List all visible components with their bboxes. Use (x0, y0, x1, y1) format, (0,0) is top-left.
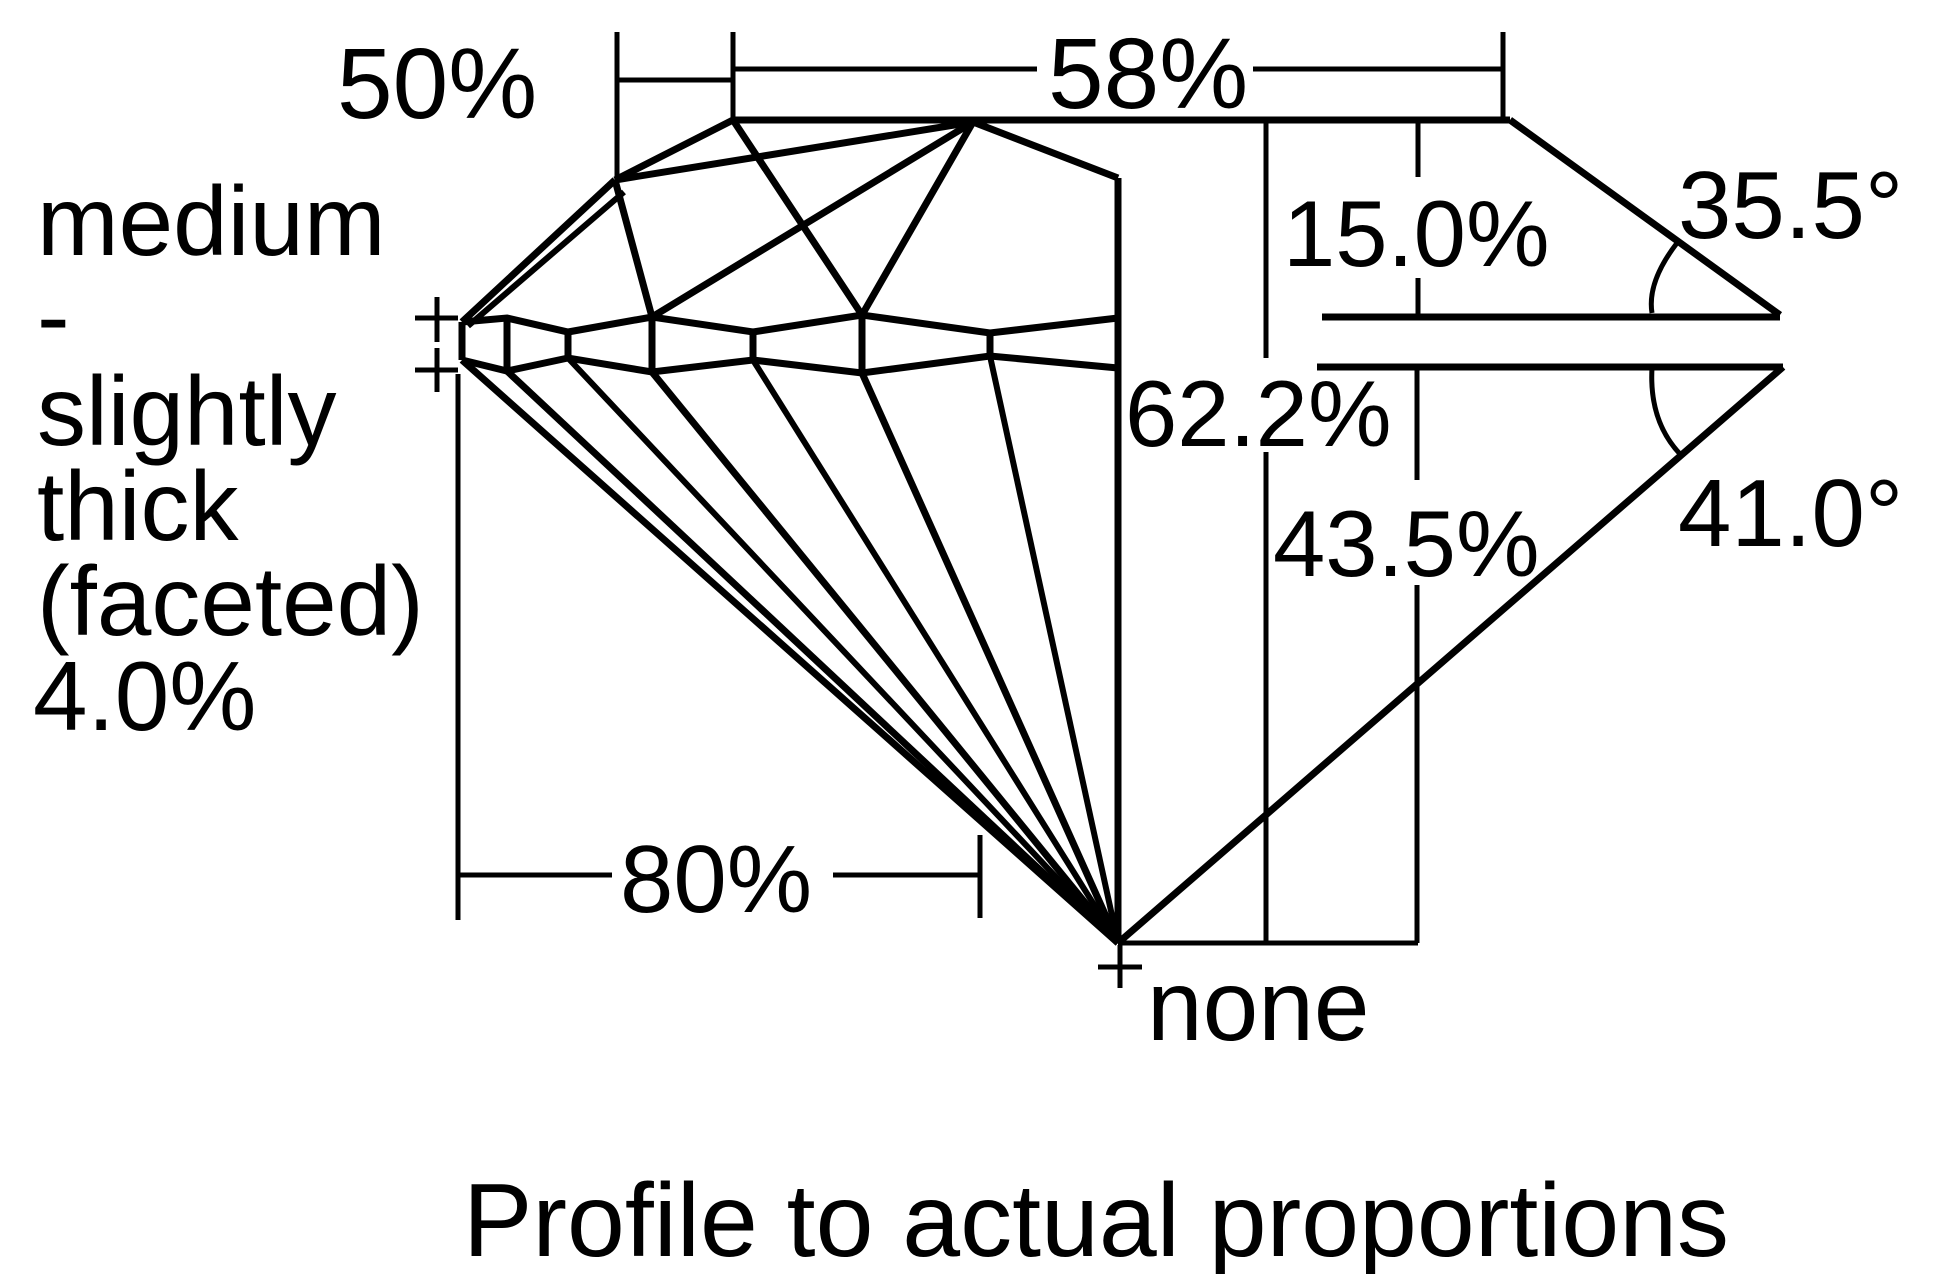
pavilion-slope-right (1115, 364, 1786, 946)
label-girdle-line-3: slightly (37, 356, 337, 466)
label-table-pct: 58% (1048, 18, 1248, 130)
crown-facet-f-apex (858, 120, 977, 317)
crown-apex-right-edge (971, 118, 1120, 182)
crown-facet-f-t (730, 118, 865, 317)
crown-bezel-inner-edge (466, 189, 626, 329)
pavilion-facet-g (987, 355, 1121, 944)
crown-facet-d-apex (650, 119, 975, 320)
girdle-upper-edge (461, 311, 1119, 337)
pavilion-facet-e (750, 358, 1121, 945)
pavilion-facet-c (565, 355, 1121, 946)
label-pavilion-depth-pct: 43.5% (1273, 491, 1540, 596)
label-crown-height-pct: 15.0% (1283, 181, 1550, 286)
pavilion-facet-a (459, 357, 1121, 946)
pavilion-angle-arc (1649, 367, 1682, 456)
label-girdle-line-2: - (37, 261, 70, 371)
crown-silhouette-lower (459, 177, 618, 325)
crown-facet-k-apex (614, 118, 974, 184)
pavilion-facet-d (649, 369, 1121, 946)
label-girdle-line-5: (faceted) (37, 546, 424, 656)
pavilion-facet-b (504, 368, 1121, 946)
crown-silhouette-star (613, 116, 735, 184)
girdle-lower-edge (461, 352, 1119, 377)
label-total-depth-pct: 62.2% (1125, 361, 1392, 466)
label-crown-angle: 35.5° (1678, 152, 1903, 259)
crown-slope-right (1507, 117, 1783, 318)
crown-facet-d-k (611, 179, 656, 318)
figure-title: Profile to actual proportions (463, 1163, 1729, 1274)
label-girdle-line-6: 4.0% (33, 641, 256, 751)
label-girdle-line-4: thick (37, 451, 240, 561)
label-lower-girdle-pct: 80% (620, 826, 812, 933)
label-pavilion-angle: 41.0° (1678, 460, 1903, 567)
label-culet: none (1147, 950, 1369, 1062)
label-girdle-line-1: medium (37, 166, 386, 276)
label-star-pct: 50% (337, 28, 537, 140)
pavilion-facet-f (858, 371, 1122, 945)
crown-angle-arc (1648, 241, 1679, 314)
